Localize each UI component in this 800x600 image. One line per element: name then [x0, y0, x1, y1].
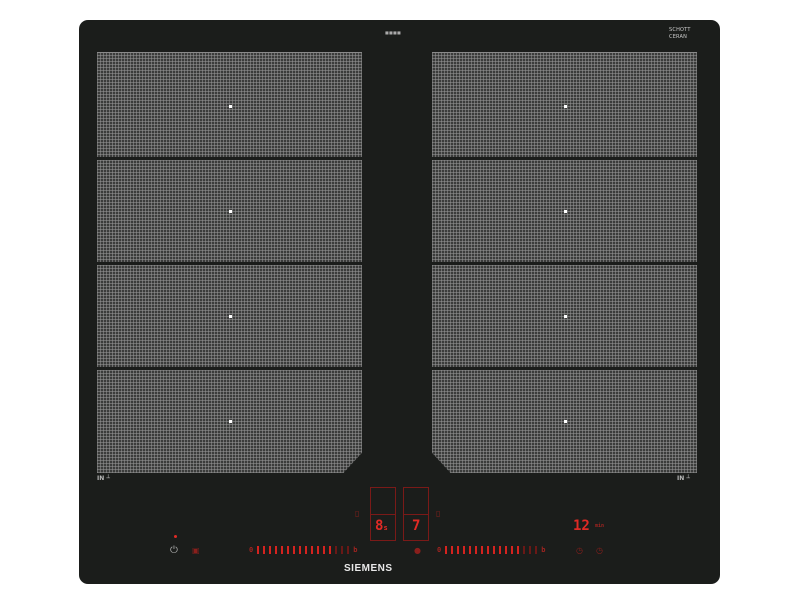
- zone-marker: [564, 315, 567, 318]
- zone-divider: [432, 262, 697, 265]
- slider-zero: 0: [249, 545, 254, 554]
- zone-divider: [432, 157, 697, 160]
- timer-icon[interactable]: ◷: [576, 546, 583, 555]
- model-label: ■■■■: [385, 30, 401, 35]
- in-text: IN: [677, 475, 685, 482]
- zone-select-icon[interactable]: ▯: [436, 509, 441, 518]
- pan-icon: ┴: [686, 475, 690, 482]
- clock-icon[interactable]: ◷: [596, 546, 603, 555]
- cooktop: ■■■■ SCHOTT CERAN IN ┴ IN ┴ 8s 7 ▯ ▯ 12 …: [79, 20, 720, 584]
- zone-divider: [97, 157, 362, 160]
- left-zone-display[interactable]: 8s: [370, 487, 396, 541]
- pan-detect-icon[interactable]: ●: [414, 546, 421, 555]
- logo-line-2: CERAN: [669, 34, 688, 40]
- left-power-slider[interactable]: 0 b: [249, 546, 357, 554]
- zone-marker: [564, 420, 567, 423]
- right-induction-label: IN ┴: [677, 475, 690, 483]
- zone-marker: [229, 315, 232, 318]
- pan-icon: ┴: [106, 475, 110, 482]
- zone-marker: [564, 210, 567, 213]
- left-induction-label: IN ┴: [97, 475, 110, 483]
- zone-marker: [229, 210, 232, 213]
- boost-icon[interactable]: b: [541, 545, 546, 554]
- zone-divider: [97, 262, 362, 265]
- slider-zero: 0: [437, 545, 442, 554]
- right-power-level: 7: [412, 518, 421, 534]
- zone-marker: [229, 105, 232, 108]
- lock-icon[interactable]: ▣: [192, 546, 200, 555]
- zone-marker: [564, 105, 567, 108]
- power-icon[interactable]: ⏻: [170, 545, 178, 556]
- right-power-slider[interactable]: 0 b: [437, 546, 545, 554]
- zone-marker: [229, 420, 232, 423]
- in-text: IN: [97, 475, 105, 482]
- timer-display: 12: [573, 518, 590, 534]
- timer-unit: min: [595, 523, 605, 529]
- zone-divider: [97, 367, 362, 370]
- zone-select-icon[interactable]: ▯: [355, 509, 360, 518]
- zone-divider: [432, 367, 697, 370]
- left-power-level: 8s: [375, 518, 388, 534]
- brand-logo: SIEMENS: [344, 563, 393, 574]
- left-cooking-zone[interactable]: [97, 52, 362, 473]
- schott-ceran-logo: SCHOTT CERAN: [669, 27, 691, 41]
- right-zone-display[interactable]: 7: [403, 487, 429, 541]
- boost-icon[interactable]: b: [353, 545, 358, 554]
- logo-line-1: SCHOTT: [669, 27, 691, 33]
- power-indicator: [174, 535, 177, 538]
- right-cooking-zone[interactable]: [432, 52, 697, 473]
